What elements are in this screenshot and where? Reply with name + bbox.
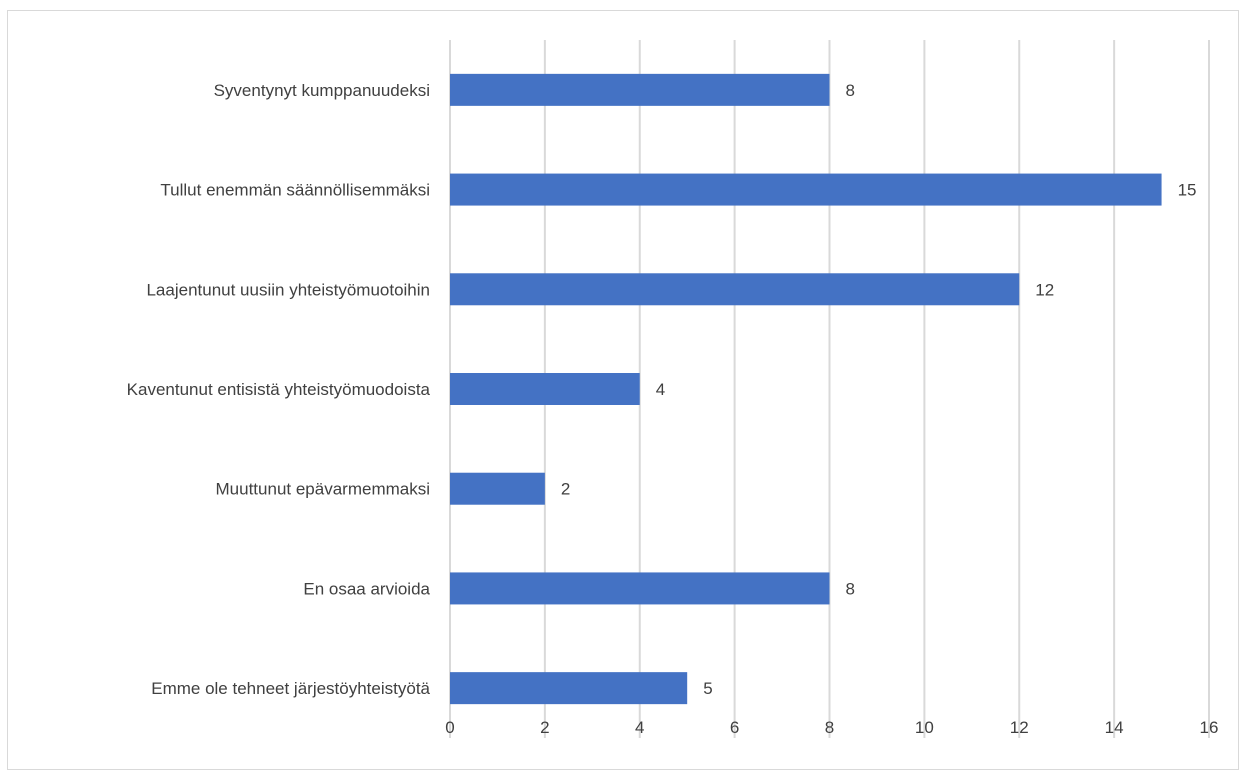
category-label: Kaventunut entisistä yhteistyömuodoista — [127, 380, 431, 399]
data-labels: 8 15 12 4 2 8 5 — [561, 81, 1197, 698]
bar — [450, 73, 830, 106]
x-tick-label: 2 — [540, 718, 549, 737]
data-label: 2 — [561, 480, 570, 499]
bar — [450, 373, 640, 405]
x-tick-label: 14 — [1105, 718, 1124, 737]
bar — [450, 572, 830, 605]
bars — [450, 73, 1162, 705]
data-label: 15 — [1178, 181, 1197, 200]
data-label: 4 — [656, 380, 665, 399]
bar — [450, 173, 1162, 206]
bar — [450, 472, 545, 505]
data-label: 5 — [703, 679, 712, 698]
x-tick-label: 0 — [445, 718, 454, 737]
data-label: 12 — [1035, 280, 1054, 299]
x-tick-label: 16 — [1200, 718, 1219, 737]
category-label: Muuttunut epävarmemmaksi — [216, 480, 430, 499]
data-label: 8 — [846, 579, 855, 598]
bar-chart: Syventynyt kumppanuudeksi Tullut enemmän … — [127, 40, 1218, 738]
x-tick-label: 4 — [635, 718, 644, 737]
x-tick-label: 12 — [1010, 718, 1029, 737]
x-tick-label: 8 — [825, 718, 834, 737]
x-tick-label: 6 — [730, 718, 739, 737]
category-label: En osaa arvioida — [303, 579, 430, 598]
bar — [450, 672, 688, 705]
bar — [450, 273, 1020, 306]
category-label: Tullut enemmän säännöllisemmäksi — [160, 181, 430, 200]
data-label: 8 — [846, 81, 855, 100]
gridlines — [449, 40, 1210, 738]
x-tick-label: 10 — [915, 718, 934, 737]
category-label: Emme ole tehneet järjestöyhteistyötä — [151, 679, 430, 698]
category-label: Syventynyt kumppanuudeksi — [214, 81, 430, 100]
category-labels: Syventynyt kumppanuudeksi Tullut enemmän … — [127, 81, 431, 698]
category-label: Laajentunut uusiin yhteistyömuotoihin — [146, 280, 430, 299]
x-axis-tick-labels: 0 2 4 6 8 10 12 14 16 — [445, 718, 1218, 737]
